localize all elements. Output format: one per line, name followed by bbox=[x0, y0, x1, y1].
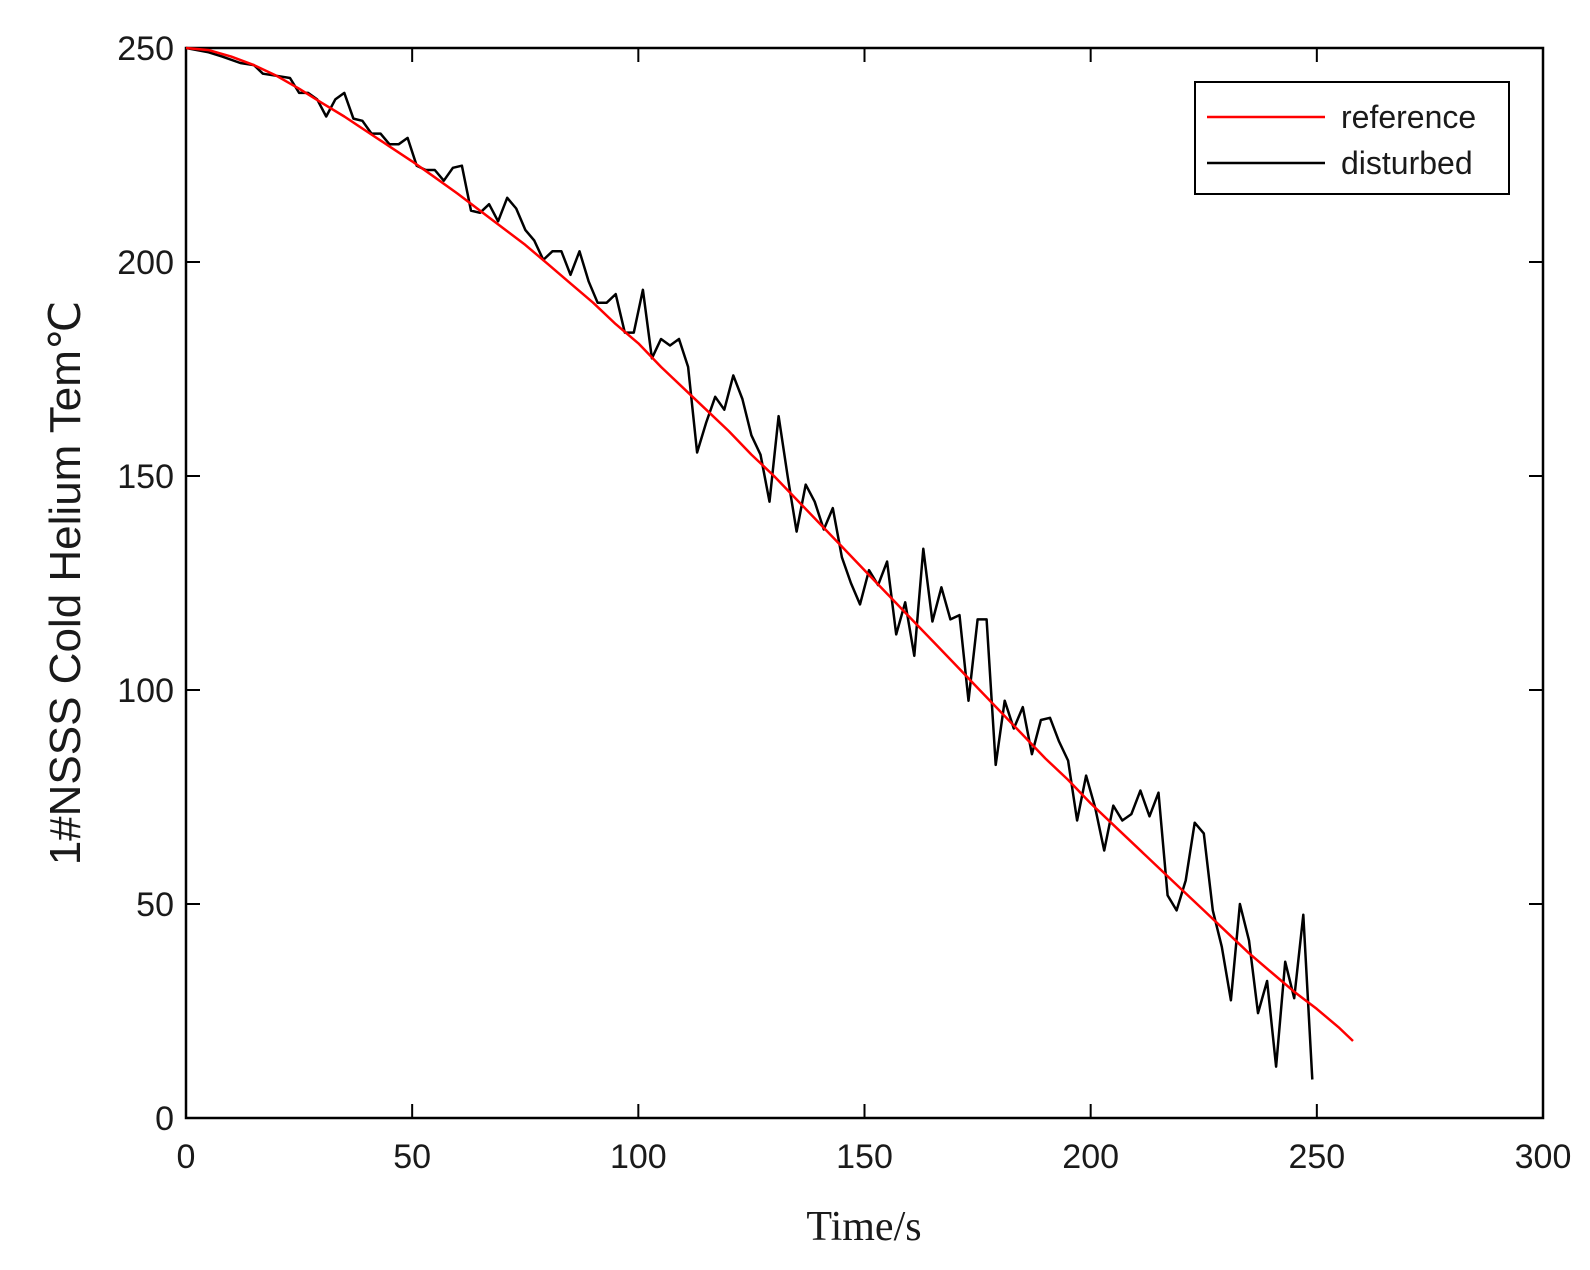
y-tick-label: 200 bbox=[117, 244, 174, 282]
x-tick-label: 100 bbox=[610, 1138, 667, 1176]
legend-box bbox=[1194, 81, 1510, 195]
x-tick-label: 50 bbox=[393, 1138, 431, 1176]
legend-label-disturbed: disturbed bbox=[1341, 145, 1473, 181]
x-axis-label: Time/s bbox=[806, 1204, 921, 1250]
x-tick-label: 250 bbox=[1288, 1138, 1345, 1176]
y-axis-label: 1#NSSS Cold Helium Tem℃ bbox=[41, 301, 90, 866]
y-tick-label: 50 bbox=[136, 886, 174, 924]
x-tick-label: 200 bbox=[1062, 1138, 1119, 1176]
y-tick-label: 250 bbox=[117, 30, 174, 68]
x-tick-label: 150 bbox=[836, 1138, 893, 1176]
y-tick-label: 0 bbox=[155, 1100, 174, 1138]
y-tick-label: 100 bbox=[117, 672, 174, 710]
y-tick-label: 150 bbox=[117, 458, 174, 496]
series-layer bbox=[185, 46, 1354, 1080]
axis-ticks: 0 50 100 150 200 250 300 0 50 100 150 200 250 bbox=[117, 30, 1571, 1176]
x-tick-label: 300 bbox=[1515, 1138, 1572, 1176]
x-tick-label: 0 bbox=[177, 1138, 196, 1176]
legend: reference disturbed bbox=[1194, 81, 1510, 195]
legend-label-reference: reference bbox=[1341, 99, 1476, 135]
series-line-disturbed bbox=[185, 46, 1314, 1080]
series-line-reference bbox=[185, 46, 1354, 1042]
